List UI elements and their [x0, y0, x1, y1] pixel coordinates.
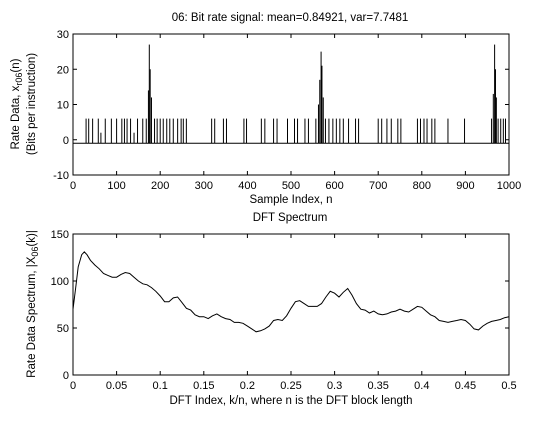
- dft-spectrum-y-tick-label: 50: [57, 323, 69, 335]
- dft-spectrum-axes-box: [72, 233, 510, 376]
- bit-rate-y-label: Rate Data, xr06(n): [10, 58, 24, 149]
- dft-spectrum-y-label-subscript: 06: [30, 247, 40, 257]
- bit-rate-x-tick-label: 900: [456, 180, 474, 192]
- bit-rate-x-tick-label: 100: [107, 180, 125, 192]
- dft-spectrum-y-ticks: 0 50 100 150: [51, 229, 509, 382]
- bit-rate-x-tick-label: 0: [70, 180, 76, 192]
- dft-spectrum-y-tick-label: 100: [51, 276, 69, 288]
- dft-spectrum-y-tick-label: 150: [51, 229, 69, 241]
- dft-spectrum-subplot: DFT Spectrum 0 0.05 0.1 0.15 0.2 0.25 0.3 0.35 0…: [26, 212, 517, 407]
- dft-spectrum-x-tick-label: 0.05: [106, 380, 127, 392]
- bit-rate-y-tick-label: 30: [57, 29, 69, 41]
- bit-rate-x-tick-label: 200: [151, 180, 169, 192]
- dft-spectrum-y-label-main: Rate Data Spectrum, |X: [26, 256, 38, 378]
- dft-spectrum-x-tick-label: 0.25: [280, 380, 301, 392]
- dft-spectrum-x-tick-label: 0.15: [193, 380, 214, 392]
- bit-rate-x-tick-label: 300: [195, 180, 213, 192]
- bit-rate-x-tick-label: 1000: [497, 180, 521, 192]
- bit-rate-y-tick-label: 0: [63, 135, 69, 147]
- dft-spectrum-y-tick-label: 0: [63, 370, 69, 382]
- bit-rate-y-tick-label: 10: [57, 100, 69, 112]
- dft-spectrum-x-tick-label: 0.2: [240, 380, 255, 392]
- bit-rate-x-tick-label: 800: [413, 180, 431, 192]
- dft-spectrum-x-tick-label: 0.1: [153, 380, 168, 392]
- bit-rate-y-ticks: -10 0 10 20 30: [53, 29, 509, 182]
- bit-rate-x-label: Sample Index, n: [249, 194, 332, 206]
- dft-spectrum-x-tick-label: 0.35: [367, 380, 388, 392]
- bit-rate-y-label-subscript: r06: [14, 73, 24, 86]
- dft-spectrum-y-label-suffix: (k)|: [26, 230, 38, 246]
- bit-rate-x-ticks: 0 100 200 300 400 500 600 700 800 900 1000: [70, 34, 521, 192]
- bit-rate-title: 06: Bit rate signal: mean=0.84921, var=7…: [172, 12, 409, 24]
- dft-spectrum-x-label: DFT Index, k/n, where n is the DFT block…: [169, 395, 412, 407]
- bit-rate-x-tick-label: 400: [238, 180, 256, 192]
- dft-spectrum-x-tick-label: 0.3: [327, 380, 342, 392]
- dft-spectrum-x-tick-label: 0.45: [455, 380, 476, 392]
- bit-rate-y-tick-label: -10: [53, 170, 69, 182]
- bit-rate-subplot: 06: Bit rate signal: mean=0.84921, var=7…: [10, 12, 521, 206]
- bit-rate-plot-area: [73, 44, 509, 144]
- bit-rate-axes-box: [72, 33, 510, 176]
- dft-spectrum-x-tick-label: 0.4: [414, 380, 429, 392]
- dft-spectrum-plot-area: [72, 251, 510, 333]
- dft-spectrum-x-tick-label: 0.5: [501, 380, 516, 392]
- dft-spectrum-line: [72, 251, 510, 333]
- dft-spectrum-title: DFT Spectrum: [253, 212, 328, 224]
- dft-spectrum-x-tick-label: 0: [70, 380, 76, 392]
- bit-rate-y-label-main: Rate Data, x: [10, 85, 22, 149]
- bit-rate-x-tick-label: 600: [325, 180, 343, 192]
- bit-rate-y-label-units: (Bits per instruction): [26, 53, 38, 155]
- bit-rate-x-tick-label: 700: [369, 180, 387, 192]
- dft-spectrum-y-label: Rate Data Spectrum, |X06(k)|: [26, 230, 40, 378]
- bit-rate-y-tick-label: 20: [57, 64, 69, 76]
- bit-rate-x-tick-label: 500: [282, 180, 300, 192]
- bit-rate-y-label-suffix: (n): [10, 58, 22, 72]
- dft-spectrum-x-ticks: 0 0.05 0.1 0.15 0.2 0.25 0.3 0.35 0.4 0.45 0.5: [70, 234, 517, 392]
